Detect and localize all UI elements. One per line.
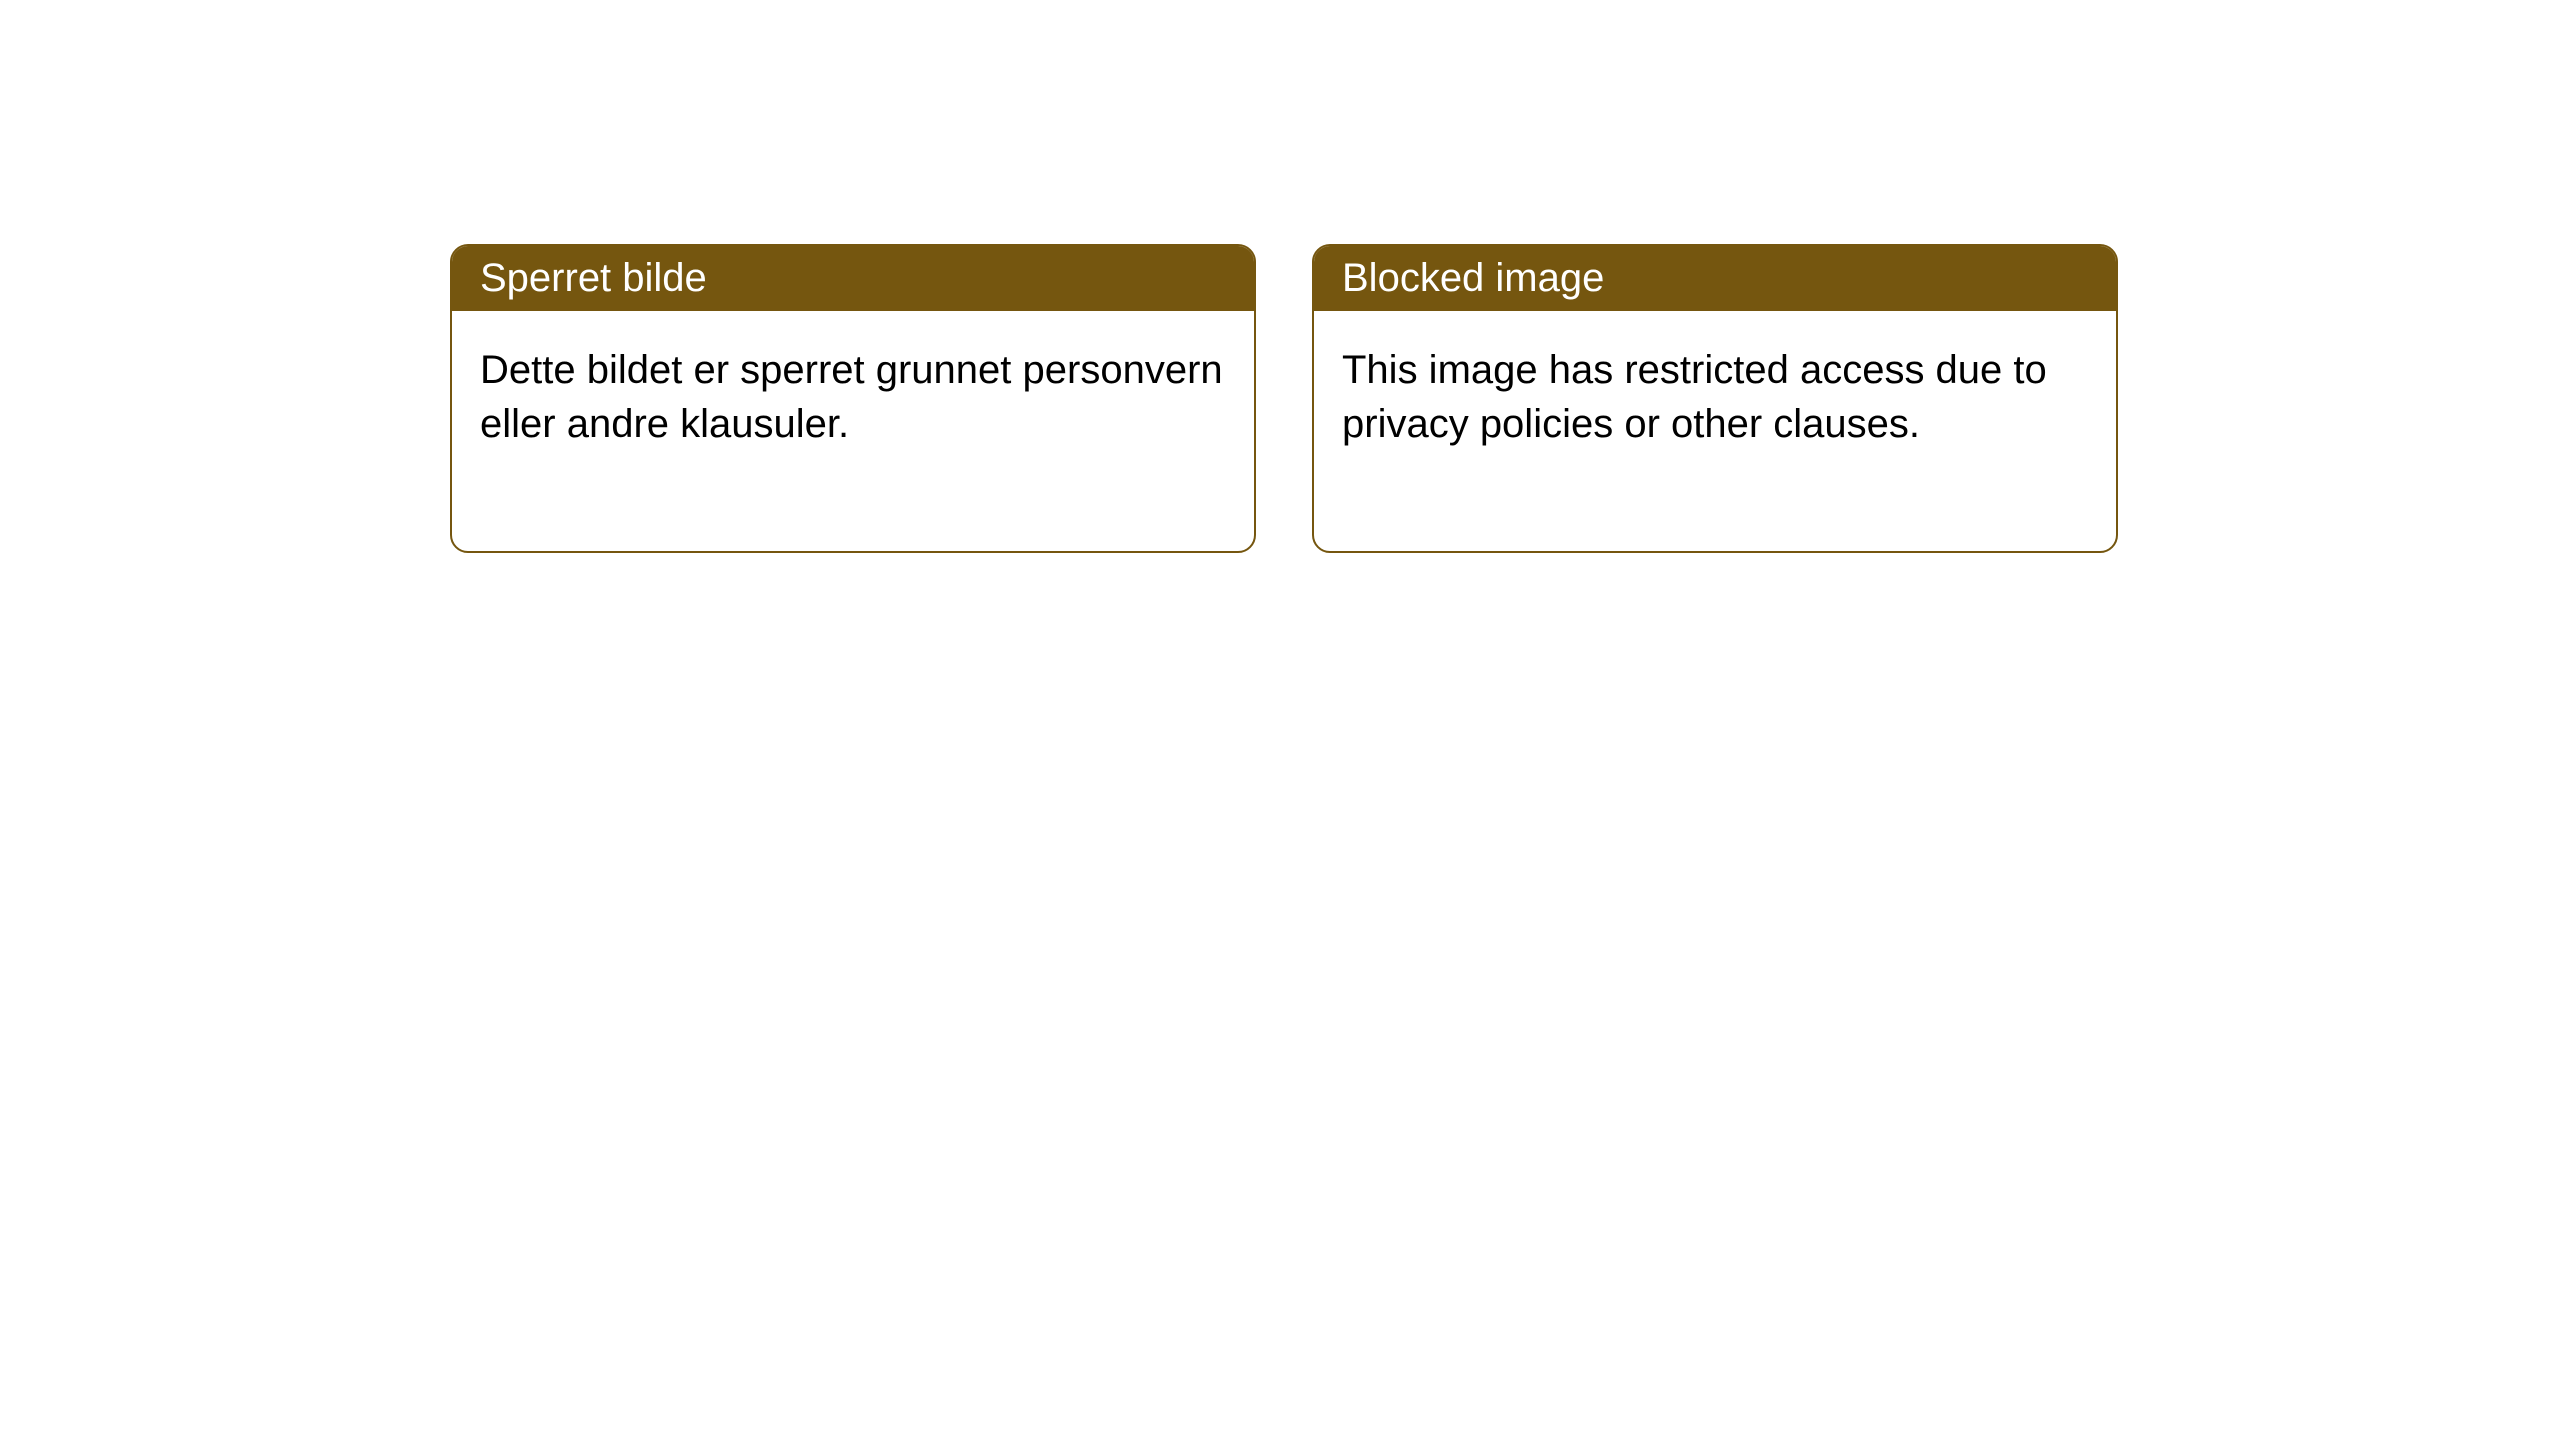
card-header: Blocked image bbox=[1314, 246, 2116, 311]
card-body: Dette bildet er sperret grunnet personve… bbox=[452, 311, 1254, 551]
card-header: Sperret bilde bbox=[452, 246, 1254, 311]
blocked-image-card-english: Blocked image This image has restricted … bbox=[1312, 244, 2118, 553]
blocked-image-card-norwegian: Sperret bilde Dette bildet er sperret gr… bbox=[450, 244, 1256, 553]
card-body: This image has restricted access due to … bbox=[1314, 311, 2116, 551]
notice-container: Sperret bilde Dette bildet er sperret gr… bbox=[0, 0, 2560, 553]
